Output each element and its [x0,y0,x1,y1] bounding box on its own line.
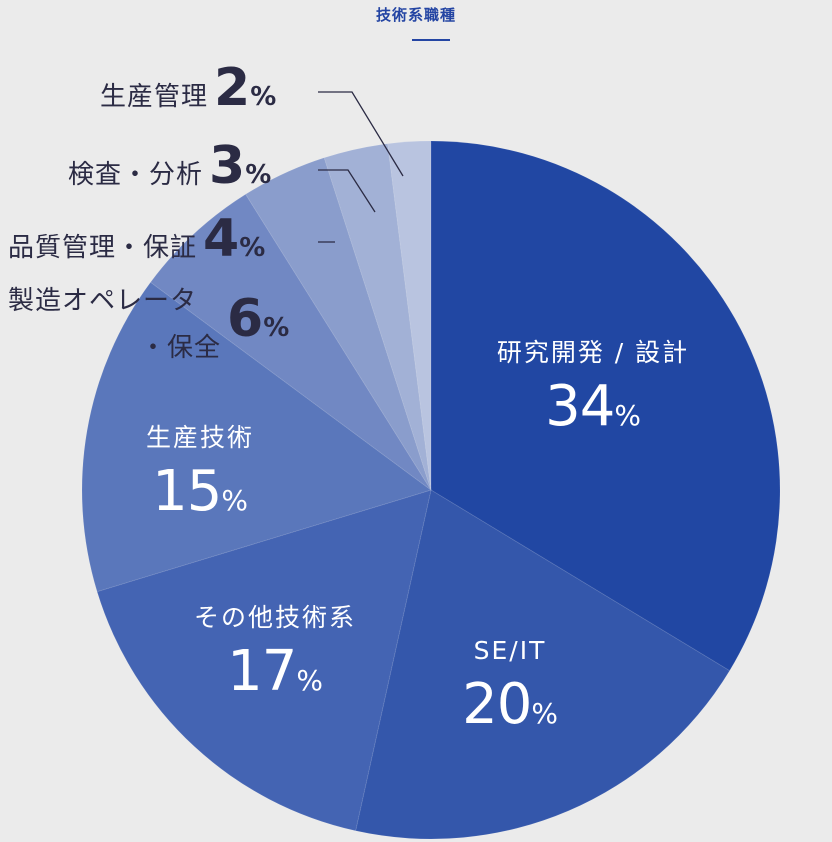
leader-line-kensa-bunseki [318,169,376,213]
slice-name: その他技術系 [193,603,356,632]
outer-label-seisan-kanri: 生産管理 2% [100,58,277,118]
pie-slice [323,143,432,491]
slice-value: 17 [227,639,297,704]
leader-line-seisan-kanri [318,91,404,177]
title-underline [412,39,450,41]
slice-label-kenkyu: 研究開発 / 設計 34% [478,340,708,435]
outer-label-seizo-line2: ・保全 6% [140,289,290,363]
pie-slice [244,157,432,491]
pie-slice [430,140,781,672]
slice-name: 研究開発 / 設計 [496,338,690,367]
outer-label-kensa-bunseki: 検査・分析 3% [68,136,272,196]
slice-value: 34 [545,374,615,439]
slice-name: 生産技術 [145,423,254,452]
slice-label-seit: SE/IT 20% [420,638,600,733]
slice-name: SE/IT [473,636,547,665]
chart-title: 技術系職種 [375,6,456,24]
slice-value: 20 [462,672,532,737]
outer-label-hinshitsu: 品質管理・保証 4% [8,209,266,269]
pie-slice [355,489,731,840]
slice-label-sonota: その他技術系 17% [170,605,380,700]
pie-slice [149,193,432,491]
slice-value: 15 [152,459,222,524]
slice-label-seisan-gijutsu: 生産技術 15% [110,425,290,520]
pie-slice [96,489,432,832]
pie-slice [387,140,432,491]
pie-slice [81,281,433,593]
outer-label-seizo: 製造オペレータ [8,286,198,316]
